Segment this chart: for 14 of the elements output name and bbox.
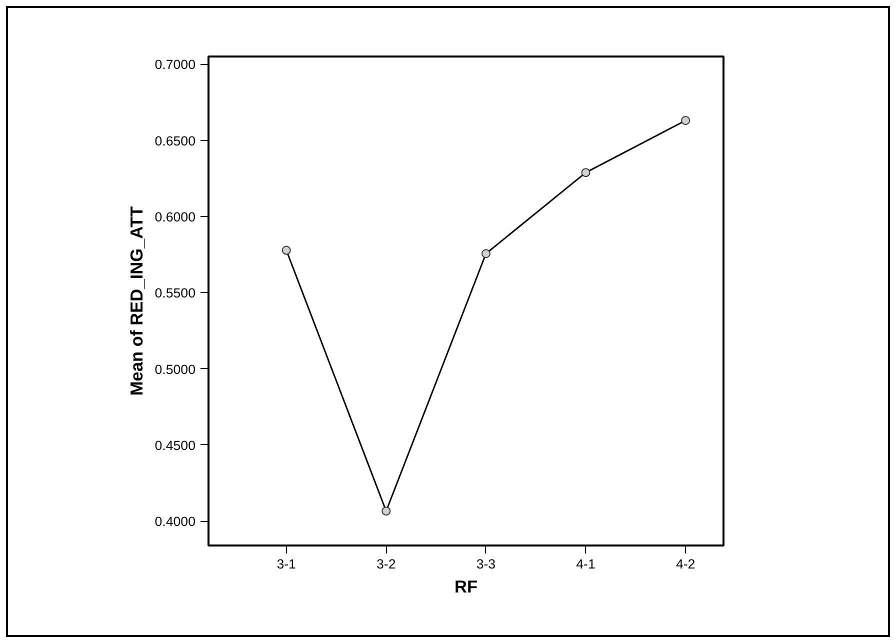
x-tick-label: 3-2 [376,556,396,572]
y-tick-label: 0.6500 [154,133,196,148]
x-axis-title: RF [454,576,478,596]
y-tick-label: 0.7000 [154,57,196,72]
y-axis-title: Mean of RED_ING_ATT [126,206,147,396]
x-tick-label: 4-1 [576,556,596,572]
x-tick-label: 3-1 [276,556,296,572]
x-tick-label: 4-2 [676,556,696,572]
y-tick-label: 0.5500 [154,286,196,301]
x-tick-label: 3-3 [476,556,496,572]
y-tick-label: 0.4000 [154,514,196,530]
y-tick-label: 0.5000 [154,362,196,377]
y-tick-label: 0.4500 [154,438,196,453]
y-tick-label: 0.6000 [154,209,196,224]
